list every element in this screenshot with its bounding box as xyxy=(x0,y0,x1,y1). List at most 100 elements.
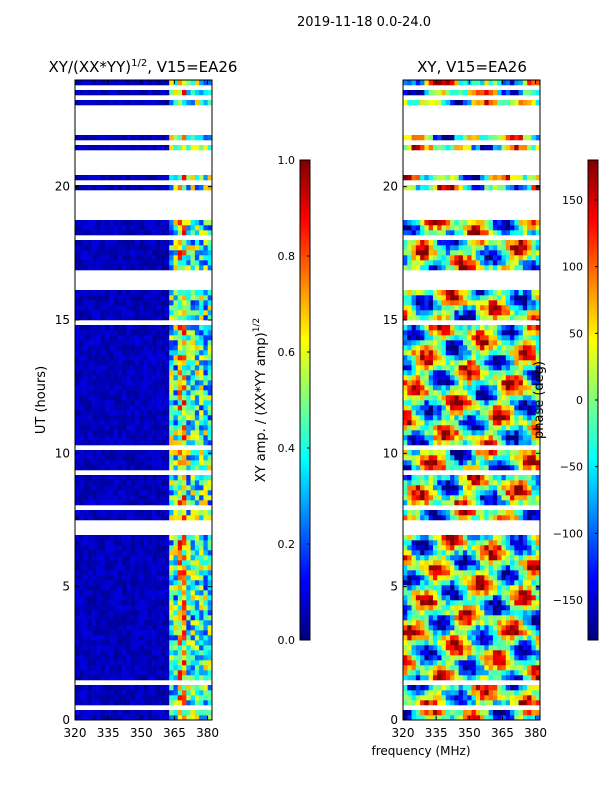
heatmap-cell xyxy=(428,480,434,486)
heatmap-cell xyxy=(156,400,161,406)
heatmap-cell xyxy=(403,690,408,696)
heatmap-cell xyxy=(501,455,507,461)
heatmap-cell xyxy=(480,575,485,581)
heatmap-cell xyxy=(445,515,451,521)
heatmap-cell xyxy=(126,305,131,311)
heatmap-cell xyxy=(527,455,532,461)
heatmap-cell xyxy=(471,655,477,661)
heatmap-cell xyxy=(424,515,429,521)
heatmap-cell xyxy=(130,595,136,601)
heatmap-cell xyxy=(152,560,157,566)
heatmap-cell xyxy=(522,575,528,581)
heatmap-cell xyxy=(527,695,532,701)
heatmap-cell xyxy=(79,595,84,601)
heatmap-cell xyxy=(450,595,455,601)
heatmap-cell xyxy=(109,545,114,551)
heatmap-cell xyxy=(531,400,537,406)
heatmap-cell xyxy=(143,515,149,521)
heatmap-cell xyxy=(454,410,459,416)
heatmap-cell xyxy=(177,490,183,496)
heatmap-cell xyxy=(462,655,468,661)
heatmap-cell xyxy=(182,475,187,481)
heatmap-cell xyxy=(203,465,209,471)
heatmap-cell xyxy=(492,645,498,651)
heatmap-cell xyxy=(207,100,212,106)
heatmap-cell xyxy=(445,625,451,631)
heatmap-cell xyxy=(109,80,114,86)
heatmap-cell xyxy=(527,640,532,646)
heatmap-cell xyxy=(531,605,537,611)
heatmap-cell xyxy=(75,350,80,356)
heatmap-cell xyxy=(480,685,485,691)
heatmap-cell xyxy=(126,365,131,371)
heatmap-cell xyxy=(190,310,196,316)
heatmap-cell xyxy=(117,475,123,481)
heatmap-cell xyxy=(505,575,511,581)
heatmap-cell xyxy=(160,710,166,716)
heatmap-cell xyxy=(122,80,127,86)
heatmap-cell xyxy=(79,290,84,296)
heatmap-cell xyxy=(505,685,511,691)
heatmap-cell xyxy=(207,410,212,416)
heatmap-cell xyxy=(117,560,123,566)
heatmap-cell xyxy=(441,390,447,396)
heatmap-cell xyxy=(497,535,502,541)
heatmap-cell xyxy=(104,610,110,616)
heatmap-cell xyxy=(169,375,174,381)
heatmap-cell xyxy=(92,400,97,406)
heatmap-cell xyxy=(497,575,502,581)
heatmap-cell xyxy=(471,490,477,496)
heatmap-cell xyxy=(441,500,447,506)
heatmap-cell xyxy=(445,580,451,586)
heatmap-cell xyxy=(514,555,519,561)
heatmap-cell xyxy=(177,220,183,226)
heatmap-cell xyxy=(186,630,191,636)
heatmap-cell xyxy=(497,415,502,421)
heatmap-cell xyxy=(475,415,481,421)
heatmap-cell xyxy=(203,375,209,381)
heatmap-cell xyxy=(535,440,540,446)
heatmap-cell xyxy=(139,690,144,696)
heatmap-cell xyxy=(160,220,166,226)
heatmap-cell xyxy=(92,90,97,96)
heatmap-cell xyxy=(194,565,200,571)
heatmap-cell xyxy=(83,585,89,591)
heatmap-cell xyxy=(203,605,209,611)
heatmap-cell xyxy=(203,400,209,406)
heatmap-cell xyxy=(454,455,459,461)
heatmap-cell xyxy=(415,390,421,396)
heatmap-cell xyxy=(113,360,119,366)
heatmap-cell xyxy=(437,715,442,720)
heatmap-cell xyxy=(207,375,212,381)
heatmap-cell xyxy=(424,580,429,586)
heatmap-cell xyxy=(522,655,528,661)
heatmap-cell xyxy=(156,225,161,231)
heatmap-cell xyxy=(173,360,179,366)
heatmap-cell xyxy=(75,485,80,491)
heatmap-cell xyxy=(484,700,489,706)
heatmap-cell xyxy=(87,575,93,581)
heatmap-cell xyxy=(510,650,515,656)
heatmap-cell xyxy=(424,425,429,431)
heatmap-cell xyxy=(130,645,136,651)
heatmap-cell xyxy=(475,515,481,521)
heatmap-cell xyxy=(182,455,187,461)
heatmap-cell xyxy=(510,440,515,446)
heatmap-cell xyxy=(510,490,515,496)
heatmap-cell xyxy=(96,605,101,611)
heatmap-cell xyxy=(134,410,140,416)
heatmap-cell xyxy=(514,630,519,636)
heatmap-cell xyxy=(100,365,106,371)
heatmap-cell xyxy=(169,135,174,141)
heatmap-cell xyxy=(445,710,451,716)
heatmap-cell xyxy=(96,555,101,561)
heatmap-cell xyxy=(471,405,477,411)
heatmap-cell xyxy=(510,550,515,556)
heatmap-cell xyxy=(510,605,515,611)
heatmap-cell xyxy=(126,405,131,411)
heatmap-cell xyxy=(199,500,204,506)
heatmap-cell xyxy=(173,340,179,346)
heatmap-cell xyxy=(428,410,434,416)
heatmap-cell xyxy=(83,645,89,651)
heatmap-cell xyxy=(87,640,93,646)
